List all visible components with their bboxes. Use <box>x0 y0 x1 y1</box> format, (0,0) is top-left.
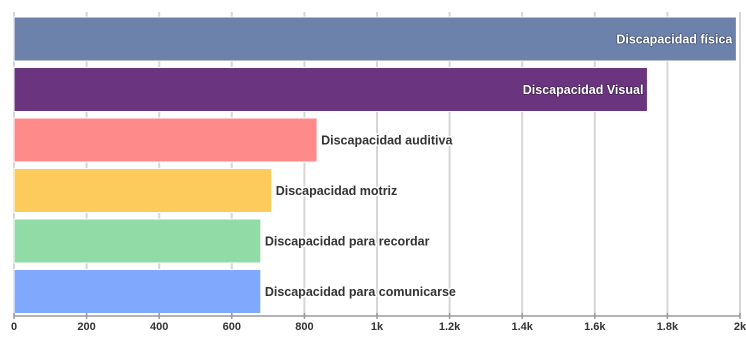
bar[interactable] <box>13 67 648 112</box>
bar-label: Discapacidad para comunicarse <box>265 285 456 299</box>
bar-label: Discapacidad para recordar <box>265 235 430 249</box>
bar-label-layer: Discapacidad física Discapacidad Visual Di… <box>263 32 734 301</box>
bar-label: Discapacidad auditiva <box>321 134 453 148</box>
x-tick-label: 400 <box>150 321 168 333</box>
x-tick-label: 600 <box>223 321 241 333</box>
x-tick-label: 0 <box>11 321 17 333</box>
x-tick-label: 1.2k <box>439 321 461 333</box>
x-tick-label: 1k <box>371 321 384 333</box>
grid-layer <box>13 12 741 316</box>
x-tick-label: 200 <box>77 321 95 333</box>
bar[interactable] <box>13 117 318 163</box>
x-tick-label: 2k <box>734 321 746 333</box>
bar[interactable] <box>13 269 262 314</box>
x-tick-label: 1.6k <box>584 321 606 333</box>
bar[interactable] <box>13 218 262 264</box>
bar-label: Discapacidad Visual <box>523 83 644 97</box>
bar[interactable] <box>13 168 273 213</box>
bar[interactable] <box>13 16 737 62</box>
bar-label: Discapacidad física <box>616 33 733 47</box>
x-tick-label: 800 <box>295 321 313 333</box>
x-tick-label: 1.4k <box>511 321 533 333</box>
bar-label: Discapacidad motriz <box>276 184 398 198</box>
bar-layer <box>13 16 737 314</box>
x-axis: 0 200 400 600 800 1k 1.2k 1.4k 1.6k 1.8k 2k <box>11 313 746 333</box>
x-tick-label: 1.8k <box>657 321 679 333</box>
